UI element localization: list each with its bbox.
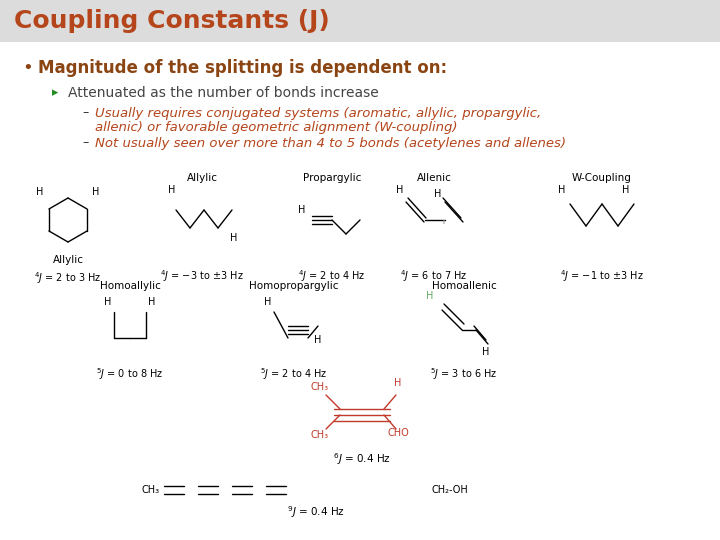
Text: Homoallylic: Homoallylic [99,281,161,291]
Text: W-Coupling: W-Coupling [572,173,632,183]
Text: H: H [482,347,490,357]
Text: $^9J$ = 0.4 Hz: $^9J$ = 0.4 Hz [287,504,345,520]
Text: $^4J$ = 6 to 7 Hz: $^4J$ = 6 to 7 Hz [400,268,468,284]
Text: CHO: CHO [387,428,409,438]
Text: H: H [92,187,99,197]
Text: H: H [264,297,271,307]
Text: H: H [230,233,238,243]
Text: $^5J$ = 2 to 4 Hz: $^5J$ = 2 to 4 Hz [261,366,328,382]
Text: Coupling Constants (J): Coupling Constants (J) [14,9,330,33]
Text: Attenuated as the number of bonds increase: Attenuated as the number of bonds increa… [68,86,379,100]
Text: –: – [82,137,89,150]
Text: •: • [22,59,32,77]
Text: Homopropargylic: Homopropargylic [249,281,338,291]
Text: $^4J$ = −1 to ±3 Hz: $^4J$ = −1 to ±3 Hz [560,268,644,284]
Bar [0,0,720,42]
Text: Allylic: Allylic [186,173,217,183]
Text: $^4J$ = 2 to 4 Hz: $^4J$ = 2 to 4 Hz [298,268,366,284]
Text: H: H [434,189,441,199]
Text: H: H [558,185,566,195]
Text: Not usually seen over more than 4 to 5 bonds (acetylenes and allenes): Not usually seen over more than 4 to 5 b… [95,137,566,150]
Text: $^4J$ = −3 to ±3 Hz: $^4J$ = −3 to ±3 Hz [160,268,244,284]
Text: $^5J$ = 3 to 6 Hz: $^5J$ = 3 to 6 Hz [431,366,498,382]
Text: $^6J$ = 0.4 Hz: $^6J$ = 0.4 Hz [333,451,391,467]
Text: H: H [395,378,402,388]
Text: H: H [315,335,322,345]
Text: $^4J$ = 2 to 3 Hz: $^4J$ = 2 to 3 Hz [35,270,102,286]
Text: H: H [298,205,306,215]
Text: H: H [426,291,433,301]
Text: CH₃: CH₃ [311,430,329,440]
Text: Allylic: Allylic [53,255,84,265]
Text: H: H [168,185,176,195]
Text: Homoallenic: Homoallenic [431,281,496,291]
Text: –: – [82,106,89,119]
Text: CH₃: CH₃ [311,382,329,392]
Text: H: H [36,187,44,197]
Text: Magnitude of the splitting is dependent on:: Magnitude of the splitting is dependent … [38,59,447,77]
Text: H: H [104,297,112,307]
Text: allenic) or favorable geometric alignment (W-coupling): allenic) or favorable geometric alignmen… [95,120,457,133]
Text: Propargylic: Propargylic [303,173,361,183]
Text: $^5J$ = 0 to 8 Hz: $^5J$ = 0 to 8 Hz [96,366,163,382]
Text: CH₃: CH₃ [142,485,160,495]
Text: H: H [396,185,404,195]
Text: H: H [622,185,630,195]
Text: ▸: ▸ [52,86,58,99]
Text: Usually requires conjugated systems (aromatic, allylic, propargylic,: Usually requires conjugated systems (aro… [95,106,541,119]
Text: H: H [148,297,156,307]
Text: CH₂-OH: CH₂-OH [432,485,469,495]
Text: II: II [442,219,446,225]
Text: Allenic: Allenic [417,173,451,183]
